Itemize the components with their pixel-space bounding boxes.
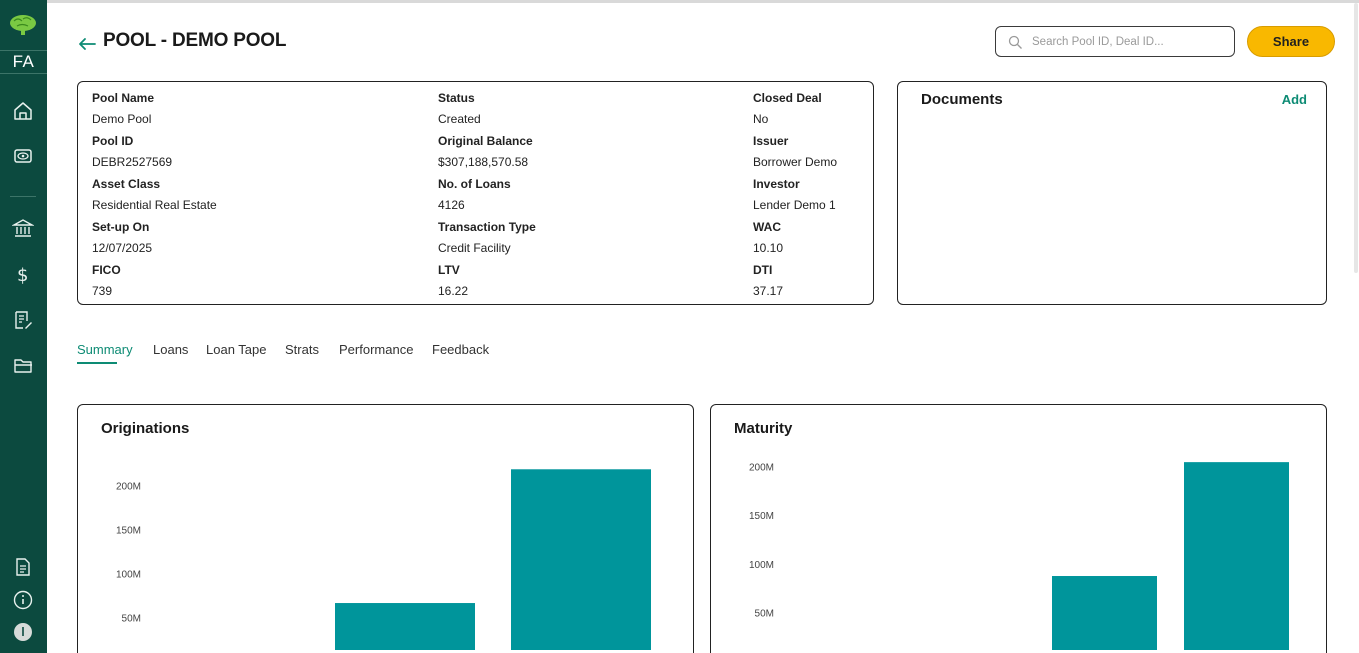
share-button[interactable]: Share: [1247, 26, 1335, 57]
y-tick-label: 150M: [749, 511, 774, 522]
y-tick-label: 200M: [749, 463, 774, 474]
info-value: Demo Pool: [92, 112, 152, 126]
info-value: No: [753, 112, 769, 126]
info-value: Created: [438, 112, 481, 126]
info-label: Issuer: [753, 134, 789, 148]
info-label: Status: [438, 91, 475, 105]
info-value: $307,188,570.58: [438, 155, 529, 169]
tab-summary[interactable]: Summary: [77, 342, 133, 357]
svg-text:$: $: [17, 265, 28, 285]
page-scrollbar[interactable]: [1354, 3, 1358, 273]
tab-performance[interactable]: Performance: [339, 342, 414, 357]
info-label: Original Balance: [438, 134, 533, 148]
y-tick-label: 150M: [116, 526, 141, 537]
info-label: Pool Name: [92, 91, 155, 105]
sidebar: FA $: [0, 0, 47, 653]
info-value: 739: [92, 284, 113, 298]
originations-chart: 50M 100M 150M 200M: [116, 469, 651, 650]
tab-loans[interactable]: Loans: [153, 342, 189, 357]
info-value: DEBR2527569: [92, 155, 173, 169]
info-value: Borrower Demo: [753, 155, 838, 169]
info-label: Transaction Type: [438, 220, 536, 234]
folder-icon[interactable]: [12, 354, 34, 376]
chart-bar[interactable]: [1052, 576, 1157, 650]
info-label: DTI: [753, 263, 773, 277]
info-value: Lender Demo 1: [753, 198, 836, 212]
top-border: [47, 0, 1359, 3]
info-label: WAC: [753, 220, 781, 234]
tab-feedback[interactable]: Feedback: [432, 342, 490, 357]
info-label: Asset Class: [92, 177, 161, 191]
user-initials[interactable]: FA: [0, 50, 47, 74]
info-value: 10.10: [753, 241, 784, 255]
info-label: Set-up On: [92, 220, 150, 234]
info-label: Closed Deal: [753, 91, 822, 105]
info-value: 12/07/2025: [92, 241, 153, 255]
eye-icon[interactable]: [12, 145, 34, 167]
documents-title: Documents: [921, 91, 1003, 108]
info-value: Residential Real Estate: [92, 198, 217, 212]
info-label: No. of Loans: [438, 177, 511, 191]
chart-bar[interactable]: [335, 603, 475, 650]
info-value: 4126: [438, 198, 465, 212]
maturity-chart-card: Maturity 50M 100M 150M 200M: [710, 404, 1327, 653]
search-box[interactable]: [995, 26, 1235, 57]
chart-title: Originations: [101, 420, 190, 437]
sidebar-divider: [10, 196, 36, 197]
info-label: FICO: [92, 263, 121, 277]
info-label: Investor: [753, 177, 800, 191]
back-arrow-icon[interactable]: [77, 35, 97, 53]
info-label: Pool ID: [92, 134, 134, 148]
tab-loan-tape[interactable]: Loan Tape: [206, 342, 267, 357]
active-tab-indicator: [77, 362, 117, 364]
search-input[interactable]: [1032, 32, 1228, 52]
info-label: LTV: [438, 263, 460, 277]
info-icon[interactable]: [12, 589, 34, 611]
chart-title: Maturity: [734, 420, 793, 437]
info-value: 37.17: [753, 284, 784, 298]
y-tick-label: 200M: [116, 482, 141, 493]
bank-icon[interactable]: [11, 217, 35, 239]
y-tick-label: 50M: [122, 614, 141, 625]
tab-strats[interactable]: Strats: [285, 342, 319, 357]
pool-info-card: Pool Name Demo Pool Status Created Closed De…: [77, 81, 874, 305]
add-document-link[interactable]: Add: [1281, 92, 1307, 107]
page-title: POOL - DEMO POOL: [103, 30, 287, 51]
user-avatar-icon[interactable]: [12, 621, 34, 643]
originations-chart-card: Originations 50M 100M 150M 200M: [77, 404, 694, 653]
file-icon[interactable]: [12, 556, 34, 578]
info-value: Credit Facility: [438, 241, 511, 255]
y-tick-label: 50M: [755, 609, 774, 620]
dollar-icon[interactable]: $: [12, 263, 34, 286]
y-tick-label: 100M: [749, 560, 774, 571]
brain-logo-icon[interactable]: [9, 14, 37, 36]
documents-card: Documents Add: [897, 81, 1327, 305]
y-tick-label: 100M: [116, 570, 141, 581]
home-icon[interactable]: [12, 100, 34, 122]
chart-bar[interactable]: [1184, 462, 1289, 650]
document-edit-icon[interactable]: [12, 309, 34, 331]
maturity-chart: 50M 100M 150M 200M: [749, 462, 1289, 650]
info-value: 16.22: [438, 284, 469, 298]
chart-bar[interactable]: [511, 469, 651, 650]
search-icon: [1008, 35, 1023, 50]
